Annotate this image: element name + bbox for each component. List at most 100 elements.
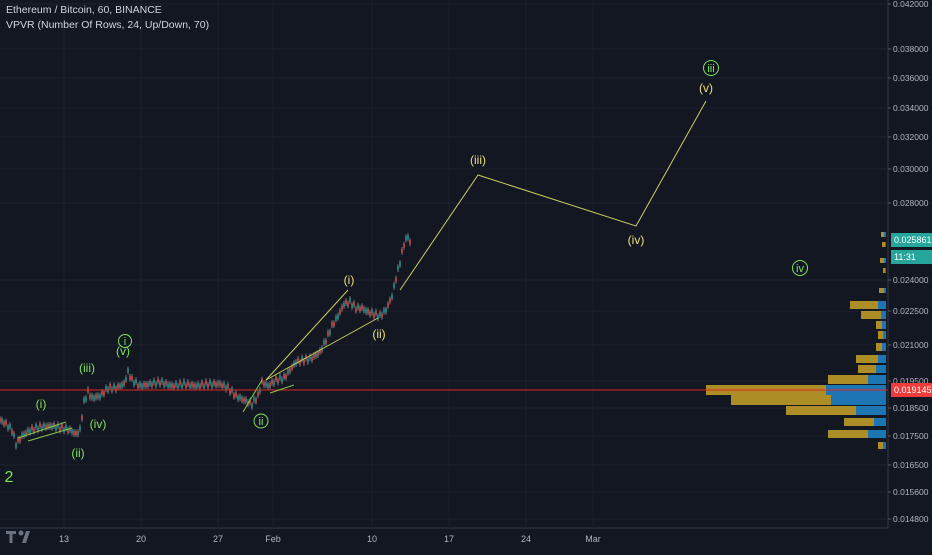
candle-body — [119, 384, 121, 389]
candle-body — [0, 418, 1, 422]
circled-label-i[interactable]: i — [118, 334, 132, 349]
circle-iv-ring — [792, 260, 808, 276]
candle-body — [325, 339, 327, 344]
circle-ii-ring — [253, 413, 269, 429]
candle-body — [183, 380, 185, 385]
label-green-iv[interactable]: (iv) — [90, 417, 107, 431]
label-yellow-ii[interactable]: (ii) — [372, 327, 385, 341]
candle-body — [353, 302, 355, 307]
channel-line-upper[interactable] — [265, 289, 349, 381]
vp-bar-up — [882, 343, 886, 351]
channel-line-lower[interactable] — [265, 317, 379, 381]
vp-bar-down — [876, 321, 882, 329]
candle-body — [375, 310, 377, 315]
vp-bar-up — [868, 430, 886, 438]
label-yellow-v[interactable]: (v) — [699, 81, 713, 95]
candle-body — [339, 309, 341, 314]
candle-body — [35, 424, 37, 429]
indicator-label[interactable]: VPVR (Number Of Rows, 24, Up/Down, 70) — [6, 19, 210, 31]
candle-body — [279, 375, 281, 380]
circled-label-iii[interactable]: iii — [703, 60, 719, 76]
label-yellow-iii[interactable]: (iii) — [470, 153, 486, 167]
candle-body — [129, 375, 131, 380]
elliott-projection-line[interactable] — [399, 100, 707, 291]
candle-body — [285, 374, 287, 379]
candle-body — [165, 380, 167, 385]
vp-bar-down — [844, 418, 874, 426]
vp-bar-up — [884, 258, 886, 263]
candle-body — [93, 396, 95, 401]
candle-body — [377, 315, 379, 320]
vp-bar-up — [885, 242, 886, 247]
tradingview-logo-icon[interactable] — [4, 527, 44, 545]
plot-background — [0, 0, 888, 528]
label-yellow-i[interactable]: (i) — [344, 273, 355, 287]
price-axis-background — [888, 0, 932, 550]
price-label: 0.015600 — [893, 487, 929, 497]
current-price-tag: 0.025861 — [891, 233, 932, 247]
candle-body — [117, 384, 119, 389]
wave-line-3[interactable] — [242, 379, 263, 413]
candle-body — [329, 330, 331, 335]
label-green-iii[interactable]: (iii) — [79, 361, 95, 375]
candle-body — [225, 386, 227, 391]
time-label: 27 — [213, 534, 223, 544]
candle-body — [239, 395, 241, 400]
label-green-i[interactable]: (i) — [36, 397, 47, 411]
wave-line-4[interactable] — [269, 384, 295, 394]
candle-body — [61, 424, 63, 429]
candle-body — [163, 382, 165, 387]
vp-bar-down — [876, 343, 882, 351]
candle-body — [127, 368, 129, 373]
candle-body — [205, 380, 207, 385]
wave-line-1[interactable] — [17, 421, 67, 439]
candle-body — [355, 307, 357, 312]
time-label: 13 — [59, 534, 69, 544]
candle-body — [369, 311, 371, 316]
candle-body — [399, 261, 401, 266]
circle-iv-text: iv — [796, 263, 804, 275]
vp-bar-down — [731, 395, 831, 405]
candle-body — [31, 425, 33, 430]
chart-title[interactable]: Ethereum / Bitcoin, 60, BINANCE — [6, 4, 162, 16]
price-label: 0.042000 — [893, 0, 929, 9]
candle-body — [281, 378, 283, 383]
candle-body — [159, 381, 161, 386]
candle-body — [327, 331, 329, 336]
candle-body — [223, 382, 225, 387]
candle-body — [41, 426, 43, 431]
candle-body — [251, 403, 253, 408]
candle-body — [335, 316, 337, 321]
candle-body — [217, 381, 219, 386]
candle-body — [221, 383, 223, 388]
circled-label-ii[interactable]: ii — [253, 413, 269, 429]
candle-body — [237, 396, 239, 401]
vp-bar-down — [883, 268, 885, 273]
candle-body — [65, 425, 67, 430]
label-green-2[interactable]: 2 — [5, 469, 14, 486]
label-yellow-iv[interactable]: (iv) — [628, 233, 645, 247]
candle-body — [195, 384, 197, 389]
candle-body — [21, 433, 23, 438]
candle-body — [337, 314, 339, 319]
price-label: 0.021000 — [893, 340, 929, 350]
price-label: 0.028000 — [893, 198, 929, 208]
candle-body — [149, 380, 151, 385]
vp-bar-down — [828, 375, 868, 384]
vp-bar-up — [874, 418, 886, 426]
candle-body — [185, 384, 187, 389]
candle-body — [103, 391, 105, 396]
vp-bar-down — [850, 301, 878, 309]
circled-label-iv[interactable]: iv — [792, 260, 808, 276]
candle-body — [49, 423, 51, 428]
wave-line-2[interactable] — [27, 427, 73, 442]
candle-body — [409, 240, 411, 245]
candle-body — [351, 303, 353, 308]
label-green-ii[interactable]: (ii) — [71, 446, 84, 460]
candle-body — [143, 382, 145, 387]
candle-body — [57, 423, 59, 428]
candle-body — [147, 382, 149, 387]
time-axis-labels: 13 20 27 Feb 10 17 24 Mar — [59, 534, 601, 544]
